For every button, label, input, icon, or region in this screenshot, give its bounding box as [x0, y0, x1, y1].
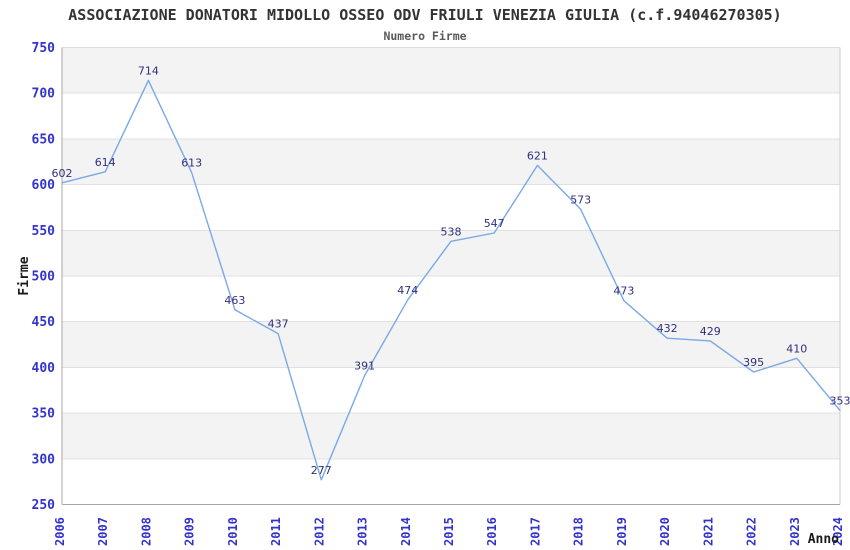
data-point-label: 613: [181, 157, 202, 170]
y-tick-label: 750: [32, 41, 56, 56]
x-tick-label: 2011: [269, 517, 283, 546]
x-tick-label: 2019: [615, 517, 629, 546]
y-tick-label: 650: [32, 132, 56, 147]
data-point-label: 474: [397, 284, 418, 297]
y-tick-label: 550: [32, 224, 56, 239]
data-point-label: 391: [354, 360, 375, 373]
x-tick-label: 2017: [528, 517, 542, 546]
x-tick-label: 2015: [442, 517, 456, 546]
y-tick-label: 500: [32, 270, 56, 285]
y-tick-label: 700: [32, 87, 56, 102]
x-tick-label: 2018: [572, 517, 586, 546]
x-tick-label: 2010: [226, 517, 240, 546]
gridline-group: [62, 92, 840, 460]
plot-band: [62, 321, 840, 368]
x-tick-label: 2020: [658, 517, 672, 546]
y-tick-label: 350: [32, 407, 56, 422]
plot-band: [62, 47, 840, 94]
data-point-label: 277: [311, 464, 332, 477]
x-tick-label: 2007: [96, 517, 110, 546]
plot-band: [62, 184, 840, 231]
plot-band: [62, 367, 840, 414]
data-point-label: 410: [786, 342, 807, 355]
y-tick-label: 600: [32, 178, 56, 193]
band-group: [62, 47, 840, 505]
y-axis-title: Firme: [17, 256, 32, 295]
data-point-label: 473: [613, 285, 634, 298]
x-tick-label: 2008: [139, 517, 153, 546]
x-tick-label: 2022: [745, 517, 759, 546]
x-tick-label: 2009: [183, 517, 197, 546]
y-tick-label: 300: [32, 452, 56, 467]
data-point-label: 614: [95, 156, 116, 169]
data-point-label: 463: [224, 294, 245, 307]
series-line: [61, 79, 841, 481]
chart-title: ASSOCIAZIONE DONATORI MIDOLLO OSSEO ODV …: [68, 6, 782, 24]
data-point-label: 429: [700, 325, 721, 338]
data-point-label: 432: [657, 322, 678, 335]
x-tick-label: 2021: [701, 517, 715, 546]
y-tick-label: 400: [32, 361, 56, 376]
plot-band: [62, 458, 840, 505]
y-tick-label: 250: [32, 498, 56, 513]
plot-band: [62, 93, 840, 139]
x-tick-label: 2016: [485, 517, 499, 546]
data-point-label: 395: [743, 356, 764, 369]
axis-group: [61, 47, 841, 505]
data-point-label: 621: [527, 149, 548, 162]
x-tick-label: 2024: [831, 517, 845, 546]
data-point-label: 538: [441, 225, 462, 238]
x-tick-label: 2006: [53, 517, 67, 546]
x-tick-label: 2012: [312, 517, 326, 546]
chart-subtitle: Numero Firme: [383, 29, 467, 43]
data-point-label: 714: [138, 64, 159, 77]
data-point-label: 573: [570, 193, 591, 206]
x-tick-label: 2023: [788, 517, 802, 546]
y-tick-label: 450: [32, 315, 56, 330]
data-point-label: 353: [830, 394, 850, 407]
x-axis-title: Anno: [808, 532, 839, 547]
plot-band: [62, 413, 840, 459]
plot-band: [62, 138, 840, 185]
data-point-label: 437: [268, 318, 289, 331]
x-tick-label: 2013: [356, 517, 370, 546]
plot-band: [62, 230, 840, 276]
data-point-label: 547: [484, 217, 505, 230]
data-point-label: 602: [52, 167, 73, 180]
x-tick-label: 2014: [399, 517, 413, 546]
plot-band: [62, 276, 840, 322]
